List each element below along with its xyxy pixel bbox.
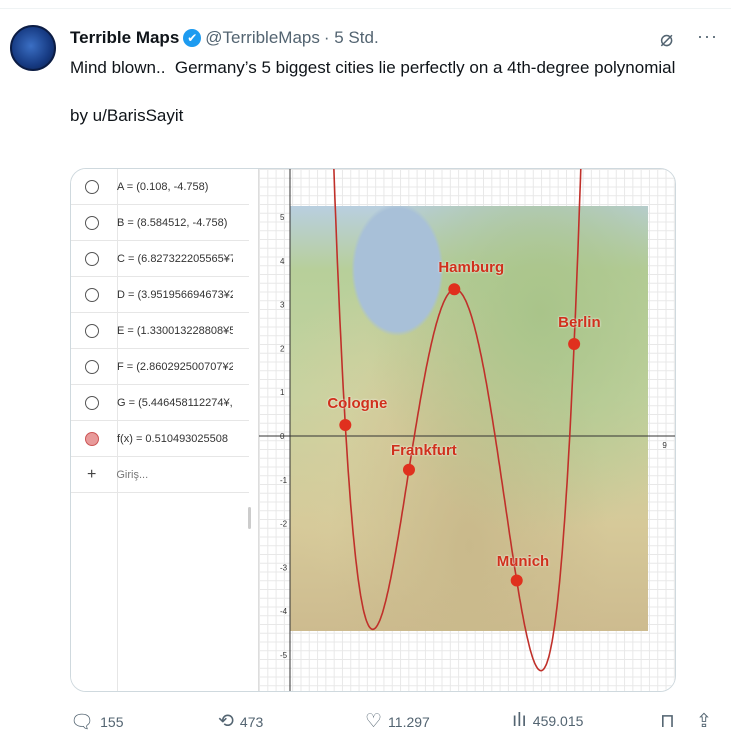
reply-icon: 🗨: [70, 712, 95, 733]
scrollbar[interactable]: [248, 507, 251, 529]
share-button[interactable]: ⇪: [696, 710, 712, 733]
y-tick-label: 1: [280, 388, 285, 397]
more-options-icon[interactable]: ···: [697, 26, 718, 46]
algebra-expression[interactable]: A = (0.108, -4.758): [117, 180, 209, 193]
germany-map: [290, 206, 648, 631]
tweet-text: Mind blown.. Germany’s 5 biggest cities …: [70, 58, 676, 125]
y-tick-label: 2: [280, 344, 285, 353]
y-tick-label: 5: [280, 213, 285, 222]
heart-icon: ♡: [365, 711, 383, 732]
plus-icon[interactable]: +: [87, 465, 97, 483]
city-point[interactable]: [448, 283, 461, 296]
like-count: 11.297: [388, 713, 430, 730]
verified-badge-icon: ✔: [183, 29, 202, 47]
visibility-toggle[interactable]: [85, 359, 99, 374]
divider: [117, 169, 118, 691]
repost-button[interactable]: ⟲ 473: [218, 710, 263, 733]
reply-button[interactable]: 🗨 155: [70, 710, 123, 734]
visibility-toggle[interactable]: [85, 323, 99, 338]
x-tick-label: 9: [662, 441, 667, 450]
views-chart-icon: ılı: [512, 710, 527, 731]
repost-count: 473: [239, 713, 264, 730]
algebra-expression[interactable]: E = (1.330013228808¥5, 0: [117, 324, 233, 337]
algebra-row[interactable]: f(x) = 0.510493025508: [71, 421, 249, 457]
like-button[interactable]: ♡ 11.297: [365, 710, 430, 733]
algebra-expression[interactable]: C = (6.827322205565¥7, 2: [117, 252, 233, 265]
bookmark-icon: ⊓: [660, 711, 675, 732]
city-point[interactable]: [568, 338, 581, 351]
city-label: Munich: [496, 552, 550, 570]
algebra-expression[interactable]: f(x) = 0.510493025508: [117, 432, 229, 445]
author-handle[interactable]: @TerribleMaps: [205, 28, 320, 47]
visibility-toggle[interactable]: [85, 215, 99, 230]
timestamp[interactable]: · 5 Std.: [323, 28, 379, 47]
tweet-media[interactable]: A = (0.108, -4.758) B = (8.584512, -4.758…: [70, 168, 676, 692]
y-tick-label: -2: [280, 520, 288, 529]
algebra-row[interactable]: G = (5.446458112274¥, -3: [71, 385, 249, 421]
algebra-expression[interactable]: B = (8.584512, -4.758): [117, 216, 228, 229]
avatar[interactable]: [10, 25, 56, 71]
city-label: Frankfurt: [390, 441, 457, 459]
algebra-expression[interactable]: F = (2.860292500707¥2, -(: [117, 360, 233, 373]
city-point[interactable]: [402, 463, 415, 476]
city-label: Cologne: [327, 395, 388, 413]
algebra-row[interactable]: A = (0.108, -4.758): [71, 169, 249, 205]
input-row[interactable]: + Giriş...: [71, 457, 249, 493]
y-tick-label: 0: [280, 432, 285, 441]
algebra-expression[interactable]: G = (5.446458112274¥, -3: [117, 396, 233, 409]
view-count: 459.015: [532, 713, 584, 729]
divider: [0, 8, 731, 9]
algebra-row[interactable]: B = (8.584512, -4.758): [71, 205, 249, 241]
y-tick-label: 3: [280, 301, 285, 310]
tweet-header: Terrible Maps ✔ @TerribleMaps · 5 Std.: [70, 28, 379, 48]
visibility-toggle[interactable]: [85, 179, 99, 194]
visibility-toggle[interactable]: [85, 431, 99, 446]
algebra-row[interactable]: F = (2.860292500707¥2, -(: [71, 349, 249, 385]
y-tick-label: -1: [280, 476, 288, 485]
algebra-panel: A = (0.108, -4.758) B = (8.584512, -4.758…: [71, 169, 259, 691]
author-name[interactable]: Terrible Maps: [70, 28, 180, 47]
grok-icon[interactable]: ⌀: [660, 26, 674, 51]
y-tick-label: -5: [280, 651, 288, 660]
visibility-toggle[interactable]: [85, 287, 99, 302]
input-placeholder[interactable]: Giriş...: [116, 468, 149, 481]
polynomial-curve: [333, 169, 582, 672]
y-tick-label: -3: [280, 563, 288, 572]
visibility-toggle[interactable]: [85, 395, 99, 410]
city-point[interactable]: [339, 419, 352, 432]
y-tick-label: 4: [280, 257, 285, 266]
views-button[interactable]: ılı 459.015: [512, 710, 583, 732]
city-label: Berlin: [558, 314, 601, 332]
y-tick-label: -4: [280, 607, 288, 616]
algebra-expression[interactable]: D = (3.951956694673¥2, 3: [117, 288, 233, 301]
city-label: Hamburg: [438, 259, 505, 277]
visibility-toggle[interactable]: [85, 251, 99, 266]
algebra-row[interactable]: E = (1.330013228808¥5, 0: [71, 313, 249, 349]
bookmark-button[interactable]: ⊓: [660, 710, 675, 733]
city-point[interactable]: [510, 574, 523, 587]
algebra-row[interactable]: D = (3.951956694673¥2, 3: [71, 277, 249, 313]
repost-icon: ⟲: [218, 711, 234, 732]
share-icon: ⇪: [696, 711, 712, 732]
algebra-row[interactable]: C = (6.827322205565¥7, 2: [71, 241, 249, 277]
reply-count: 155: [100, 714, 124, 730]
